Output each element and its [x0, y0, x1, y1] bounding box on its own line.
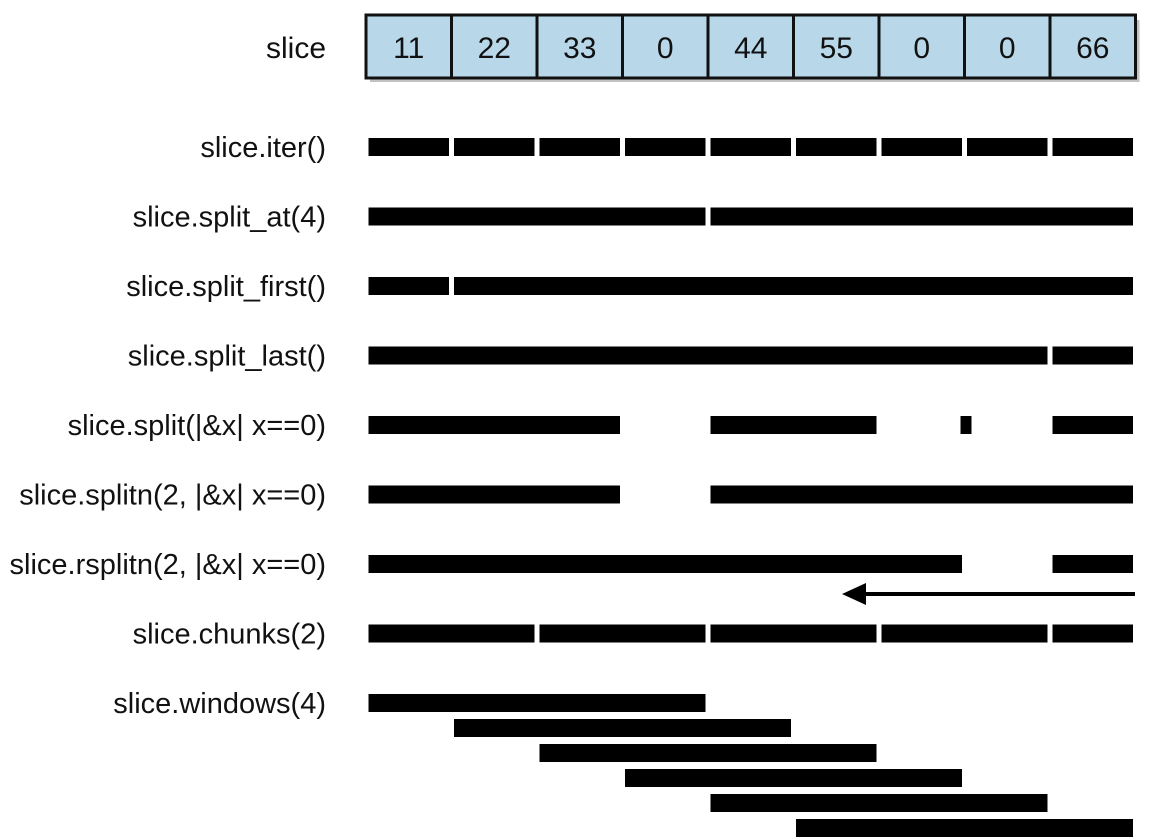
method-label: slice.splitn(2, |&x| x==0)	[19, 480, 326, 512]
subslice-bar	[881, 624, 1048, 643]
subslice-bar	[710, 416, 877, 434]
window-bar	[796, 819, 1133, 837]
subslice-bar	[368, 485, 620, 504]
subslice-bar	[539, 138, 620, 156]
method-row: slice.splitn(2, |&x| x==0)	[19, 480, 1133, 512]
subslice-bar	[881, 138, 962, 156]
method-row: slice.rsplitn(2, |&x| x==0)	[10, 549, 1135, 605]
slice-cell	[450, 13, 539, 80]
slice-cell	[1048, 13, 1137, 80]
slice-cell-value: 44	[734, 32, 767, 65]
slice-cell-value: 0	[999, 32, 1016, 65]
slice-cell-value: 0	[913, 32, 930, 65]
window-bar	[539, 744, 877, 762]
method-label: slice.split_first()	[126, 271, 326, 303]
method-label: slice.split_last()	[128, 341, 326, 373]
subslice-bar	[368, 624, 535, 643]
slice-cell-value: 55	[820, 32, 853, 65]
slice-array: slice 11 22 33 0 44 55 0 0 66	[266, 13, 1140, 82]
slice-cell-value: 0	[657, 32, 674, 65]
method-row: slice.split_first()	[126, 271, 1133, 303]
slice-cell-value: 66	[1076, 32, 1109, 65]
subslice-bar	[368, 207, 706, 226]
method-row: slice.split_at(4)	[133, 202, 1133, 234]
subslice-bar	[967, 138, 1048, 156]
subslice-bar	[539, 624, 706, 643]
slice-cell-value: 33	[563, 32, 596, 65]
subslice-bar	[368, 346, 1048, 365]
slice-label: slice	[266, 32, 326, 65]
slice-cell	[963, 13, 1052, 80]
window-bar	[368, 694, 706, 712]
method-row: slice.windows(4)	[113, 688, 1133, 837]
method-row: slice.chunks(2)	[133, 619, 1133, 651]
method-row: slice.split_last()	[128, 341, 1133, 373]
method-label: slice.rsplitn(2, |&x| x==0)	[10, 549, 326, 581]
empty-subslice-mark	[960, 416, 972, 434]
slice-cell	[792, 13, 881, 80]
method-rows: slice.iter() slice.split_at(4) slice.split…	[10, 132, 1135, 837]
window-bar	[625, 769, 962, 787]
subslice-bar	[625, 138, 706, 156]
slice-cell	[535, 13, 624, 80]
subslice-bar	[710, 207, 1133, 226]
subslice-bar	[796, 138, 877, 156]
subslice-bar	[1052, 416, 1133, 434]
slice-cell	[706, 13, 795, 80]
slice-cell	[621, 13, 710, 80]
subslice-bar	[454, 138, 535, 156]
method-label: slice.chunks(2)	[133, 619, 326, 651]
window-bar	[710, 794, 1048, 812]
subslice-bar	[368, 555, 962, 573]
method-label: slice.split(|&x| x==0)	[68, 410, 326, 442]
subslice-bar	[368, 277, 449, 295]
slice-cell-value: 11	[393, 32, 424, 65]
method-row: slice.split(|&x| x==0)	[68, 410, 1133, 442]
subslice-bar	[368, 416, 620, 434]
subslice-bar	[710, 138, 791, 156]
subslice-bar	[710, 485, 1133, 504]
method-row: slice.iter()	[200, 132, 1133, 164]
arrow-left-icon	[842, 583, 866, 605]
method-label: slice.windows(4)	[113, 688, 326, 720]
subslice-bar	[1052, 138, 1133, 156]
subslice-bar	[710, 624, 877, 643]
method-label: slice.split_at(4)	[133, 202, 326, 234]
subslice-bar	[1052, 346, 1133, 365]
subslice-bar	[368, 138, 449, 156]
window-bar	[454, 719, 791, 737]
subslice-bar	[454, 277, 1133, 295]
method-label: slice.iter()	[200, 132, 326, 164]
subslice-bar	[1052, 555, 1133, 573]
subslice-bar	[1052, 624, 1133, 643]
slice-cell	[364, 13, 453, 80]
slice-cell-value: 22	[478, 32, 511, 65]
slice-cells: 11 22 33 0 44 55 0 0 66	[364, 13, 1137, 80]
